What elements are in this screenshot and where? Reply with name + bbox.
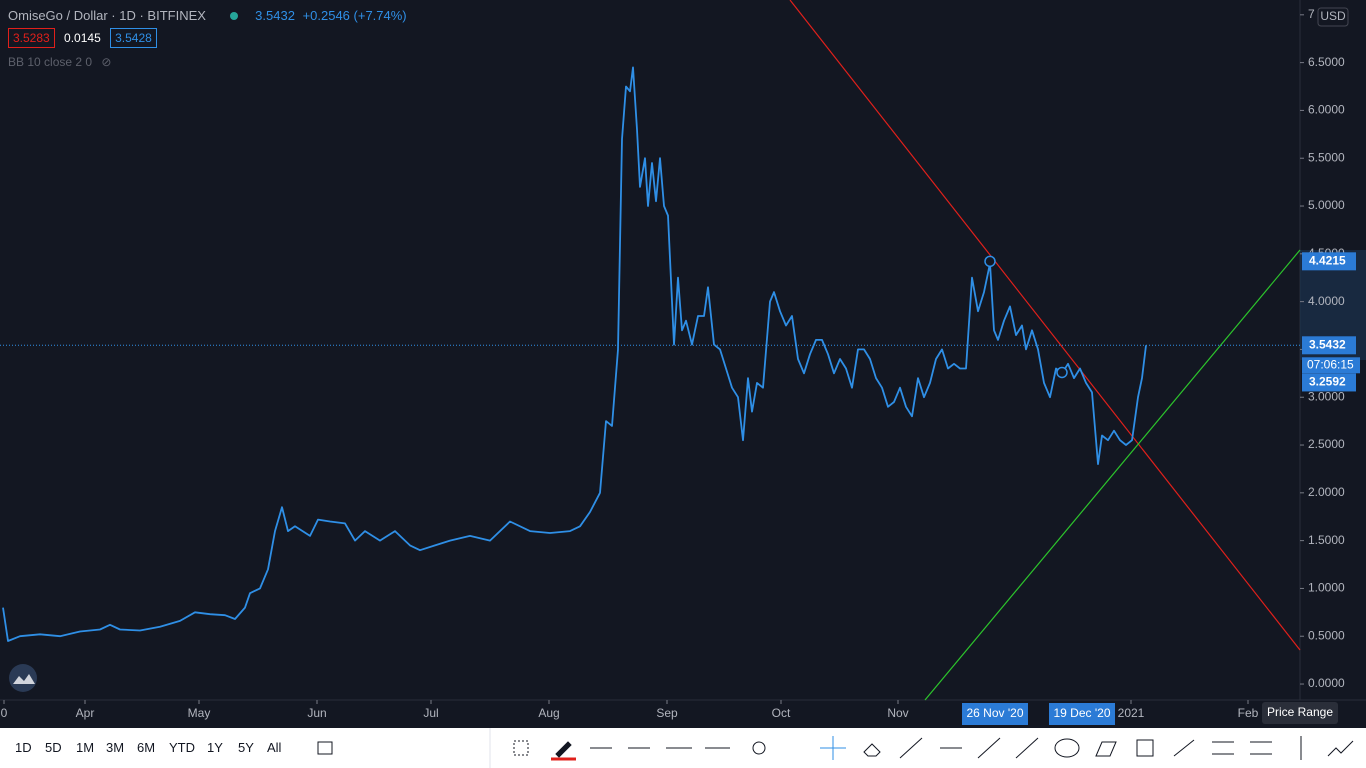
trend-tool[interactable] [899, 737, 923, 759]
projection-tool[interactable] [1327, 740, 1354, 757]
date-label: 19 Dec '20 [1054, 706, 1111, 720]
pencil-tool[interactable] [555, 741, 572, 758]
price-label-bg [1302, 336, 1356, 355]
price-label: 3.5432 [1309, 337, 1346, 351]
x-tick-label: Nov [887, 706, 908, 720]
x-tick-label: Feb [1238, 706, 1259, 720]
price-line [2, 66, 1147, 642]
x-tick-label: 2021 [1118, 706, 1145, 720]
toolbar-icons [317, 728, 1354, 768]
logo[interactable] [9, 664, 37, 692]
hide-icon[interactable]: ⊘ [101, 55, 112, 69]
y-tick-label: 2.5000 [1308, 437, 1345, 451]
range-button[interactable]: 1M [76, 740, 95, 755]
range-button[interactable]: 5D [45, 740, 62, 755]
settings[interactable] [752, 741, 766, 755]
price-label: 4.4215 [1309, 254, 1346, 268]
y-tick-label: 5.0000 [1308, 198, 1345, 212]
currency: USD [1320, 9, 1346, 23]
extended-tool[interactable] [1015, 737, 1039, 759]
x-tick-label: 0 [1, 706, 8, 720]
range-button[interactable]: 1Y [207, 740, 223, 755]
drawing-anchor [1056, 366, 1068, 379]
price-label-bg [1302, 373, 1356, 392]
y-tick-label: 1.5000 [1308, 533, 1345, 547]
date-label-bg [1049, 703, 1115, 725]
change: +0.2546 (+7.74%) [302, 8, 407, 23]
chart: USD 26 Nov '20 19 Dec '20 Price Range 0.… [0, 0, 1366, 725]
x-tick-label: Apr [76, 706, 95, 720]
y-tick-label: 0.0000 [1308, 676, 1345, 690]
range-button[interactable]: YTD [169, 740, 195, 755]
x-tick-label: May [188, 706, 211, 720]
x-tick-label: Jul [423, 706, 438, 720]
range-button[interactable]: 3M [106, 740, 125, 755]
indicator[interactable]: BB 10 close 2 0 ⊘ [8, 55, 407, 69]
price-label: 3.2592 [1309, 375, 1346, 389]
header: OmiseGo / Dollar · 1D · BITFINEX 3.5432 … [8, 8, 407, 69]
y-tick-label: 4.0000 [1308, 294, 1345, 308]
y-tick-label: 1.0000 [1308, 581, 1345, 595]
tooltip: Price Range [1267, 705, 1333, 719]
range-button[interactable]: 6M [137, 740, 156, 755]
last-price: 3.5432 [255, 8, 295, 23]
x-tick-label: Jun [307, 706, 326, 720]
y-tick-label: 3.0000 [1308, 389, 1345, 403]
y-tick-label: 2.0000 [1308, 485, 1345, 499]
currency-box[interactable] [1317, 7, 1349, 27]
symbol[interactable]: OmiseGo / Dollar · 1D · BITFINEX [8, 8, 206, 23]
y-tick-label: 6.5000 [1308, 55, 1345, 69]
indicator-label: BB 10 close 2 0 [8, 55, 93, 69]
ray-tool[interactable] [977, 737, 1001, 759]
logo-icon [13, 674, 35, 684]
x-tick-label: Aug [538, 706, 559, 720]
date-label: 26 Nov '20 [967, 706, 1024, 720]
ask[interactable]: 3.5428 [110, 28, 157, 48]
eraser[interactable] [863, 743, 881, 757]
x-tick-label: Sep [656, 706, 678, 720]
countdown: 07:06:15 [1307, 357, 1354, 371]
rect-tool[interactable] [1136, 739, 1154, 757]
trend-line[interactable] [924, 249, 1301, 701]
parallel-tool[interactable] [1095, 741, 1117, 757]
y-tick-label: 7 [1308, 7, 1315, 21]
drawing-anchor [984, 255, 996, 268]
y-tick-label: 5.5000 [1308, 150, 1345, 164]
range-button[interactable]: 5Y [238, 740, 254, 755]
compare-icon[interactable] [317, 741, 333, 755]
date-label-bg [962, 703, 1028, 725]
y-tick-label: 6.0000 [1308, 103, 1345, 117]
range-button[interactable]: 1D [15, 740, 32, 755]
tooltip-bg [1262, 702, 1338, 724]
range-button[interactable]: All [267, 740, 282, 755]
pitchfork-tool[interactable] [1173, 739, 1195, 757]
x-tick-label: Oct [772, 706, 791, 720]
bottom-toolbar: 1D 5D 1M 3M 6M YTD 1Y 5Y All [0, 728, 1366, 768]
select-tool[interactable] [513, 740, 529, 756]
status-dot [229, 12, 238, 20]
countdown-bg [1302, 357, 1360, 374]
bid[interactable]: 3.5283 [8, 28, 55, 48]
spread: 0.0145 [64, 31, 101, 45]
quote-row: 3.5283 0.0145 3.5428 [8, 28, 407, 48]
price-label-bg [1302, 252, 1356, 271]
y-tick-label: 0.5000 [1308, 628, 1345, 642]
ellipse-tool[interactable] [1054, 738, 1080, 758]
trend-line[interactable] [789, 0, 1301, 651]
